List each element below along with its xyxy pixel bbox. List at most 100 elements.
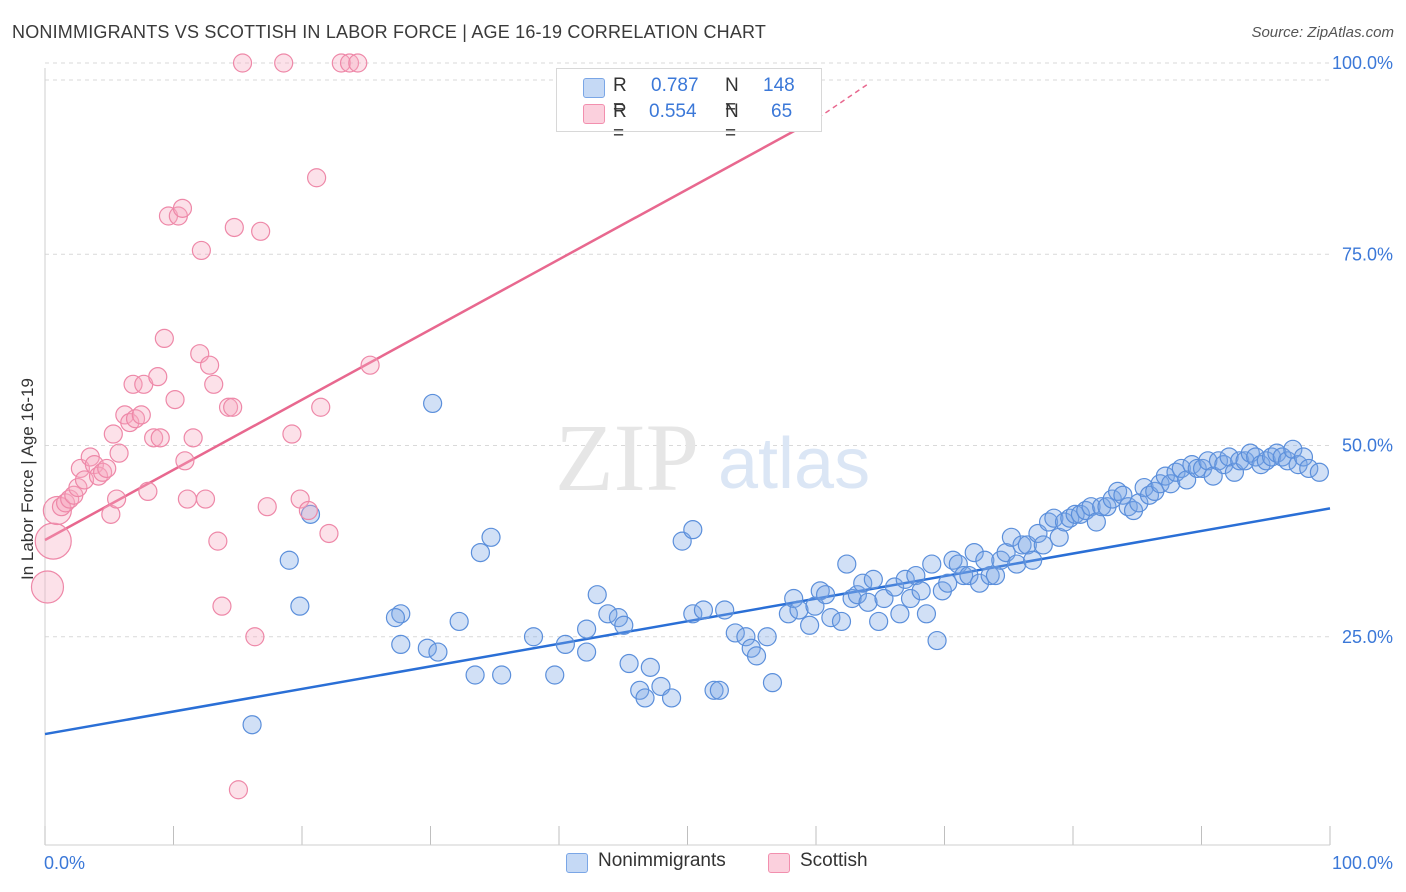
- point-nonimmigrants: [1161, 474, 1181, 494]
- point-scottish: [331, 53, 351, 73]
- watermark: ZIP atlas: [555, 404, 870, 511]
- point-nonimmigrants: [640, 657, 660, 677]
- point-nonimmigrants: [815, 585, 836, 605]
- chart-title: NONIMMIGRANTS VS SCOTTISH IN LABOR FORCE…: [12, 22, 767, 42]
- n-label: N =: [725, 75, 739, 118]
- point-nonimmigrants: [1171, 458, 1191, 479]
- point-nonimmigrants: [1283, 439, 1303, 459]
- point-scottish: [223, 397, 243, 417]
- point-nonimmigrants: [428, 642, 448, 662]
- point-nonimmigrants: [391, 604, 411, 624]
- point-nonimmigrants: [1070, 504, 1091, 524]
- point-nonimmigrants: [619, 653, 639, 674]
- point-nonimmigrants: [704, 680, 724, 700]
- point-scottish: [138, 481, 158, 501]
- y-tick-label: 100.0%: [1332, 53, 1393, 73]
- point-scottish: [68, 477, 88, 498]
- point-nonimmigrants: [789, 600, 809, 620]
- point-nonimmigrants: [1267, 443, 1287, 463]
- tick-labels: 25.0% 50.0% 75.0% 100.0% 0.0% 100.0%: [44, 53, 1393, 873]
- trend-line-scottish-extension: [817, 83, 869, 119]
- swatch-scottish: [583, 104, 605, 124]
- watermark-zip: ZIP: [555, 404, 699, 511]
- point-nonimmigrants: [1277, 451, 1298, 471]
- point-nonimmigrants: [1001, 527, 1022, 547]
- point-scottish: [30, 570, 65, 604]
- point-nonimmigrants: [943, 550, 963, 570]
- point-scottish: [282, 424, 302, 444]
- y-tick-label: 75.0%: [1342, 244, 1393, 264]
- point-nonimmigrants: [1309, 462, 1329, 482]
- point-scottish: [218, 397, 239, 417]
- point-nonimmigrants: [1208, 451, 1229, 471]
- point-nonimmigrants: [1060, 508, 1080, 528]
- point-nonimmigrants: [661, 688, 682, 708]
- n-value: 148: [763, 75, 795, 96]
- point-nonimmigrants: [784, 588, 804, 609]
- point-nonimmigrants: [1012, 535, 1032, 555]
- point-nonimmigrants: [842, 588, 862, 609]
- point-nonimmigrants: [985, 565, 1006, 586]
- point-nonimmigrants: [1038, 512, 1059, 532]
- point-nonimmigrants: [858, 592, 878, 612]
- point-nonimmigrants: [884, 577, 905, 597]
- point-scottish: [274, 53, 294, 73]
- point-nonimmigrants: [555, 634, 575, 655]
- point-nonimmigrants: [757, 627, 777, 647]
- point-scottish: [123, 374, 143, 394]
- legend-swatch-nonimmigrants: [566, 853, 588, 873]
- legend-label-scottish: Scottish: [800, 850, 868, 871]
- point-scottish: [34, 522, 72, 560]
- point-nonimmigrants: [1023, 550, 1043, 570]
- point-nonimmigrants: [975, 550, 995, 570]
- point-nonimmigrants: [746, 646, 767, 666]
- point-scottish: [172, 198, 193, 218]
- point-nonimmigrants: [1081, 497, 1101, 517]
- point-nonimmigrants: [1092, 497, 1112, 517]
- point-scottish: [177, 489, 197, 509]
- point-nonimmigrants: [385, 608, 406, 628]
- point-nonimmigrants: [1044, 508, 1064, 528]
- point-scottish: [228, 780, 249, 800]
- point-nonimmigrants: [911, 581, 931, 601]
- point-scottish: [107, 489, 127, 509]
- point-scottish: [257, 497, 277, 517]
- point-scottish: [307, 168, 327, 188]
- point-scottish: [200, 355, 220, 375]
- point-nonimmigrants: [587, 585, 607, 605]
- point-scottish: [183, 428, 203, 448]
- point-scottish: [103, 424, 123, 444]
- point-nonimmigrants: [895, 569, 915, 589]
- point-nonimmigrants: [391, 634, 411, 655]
- point-nonimmigrants: [1261, 447, 1282, 467]
- point-nonimmigrants: [954, 565, 974, 586]
- point-scottish: [348, 53, 368, 73]
- grid-lines: [45, 62, 1330, 638]
- point-nonimmigrants: [916, 604, 937, 624]
- point-nonimmigrants: [290, 596, 310, 616]
- point-nonimmigrants: [1293, 447, 1314, 467]
- point-nonimmigrants: [1113, 485, 1133, 505]
- point-nonimmigrants: [1049, 527, 1069, 547]
- point-nonimmigrants: [922, 554, 942, 574]
- point-nonimmigrants: [1033, 535, 1053, 555]
- point-nonimmigrants: [906, 565, 926, 586]
- y-tick-label: 25.0%: [1342, 627, 1393, 647]
- point-nonimmigrants: [980, 565, 1000, 586]
- point-nonimmigrants: [1187, 458, 1207, 479]
- point-scottish: [148, 367, 168, 387]
- r-value: 0.554: [649, 101, 697, 122]
- point-nonimmigrants: [635, 688, 655, 708]
- stats-legend: R = 0.787 N = 148 R = 0.554 N = 65: [556, 68, 822, 144]
- data-points: [30, 53, 1329, 800]
- point-nonimmigrants: [847, 585, 868, 605]
- point-nonimmigrants: [778, 604, 798, 624]
- x-tick-label: 0.0%: [44, 853, 85, 873]
- x-tick-label: 100.0%: [1332, 853, 1393, 873]
- legend-swatch-scottish: [768, 853, 790, 873]
- point-nonimmigrants: [1129, 493, 1149, 513]
- watermark-atlas: atlas: [718, 424, 870, 504]
- n-value: 65: [771, 101, 793, 122]
- point-nonimmigrants: [1054, 512, 1075, 532]
- trend-line-scottish: [44, 116, 819, 542]
